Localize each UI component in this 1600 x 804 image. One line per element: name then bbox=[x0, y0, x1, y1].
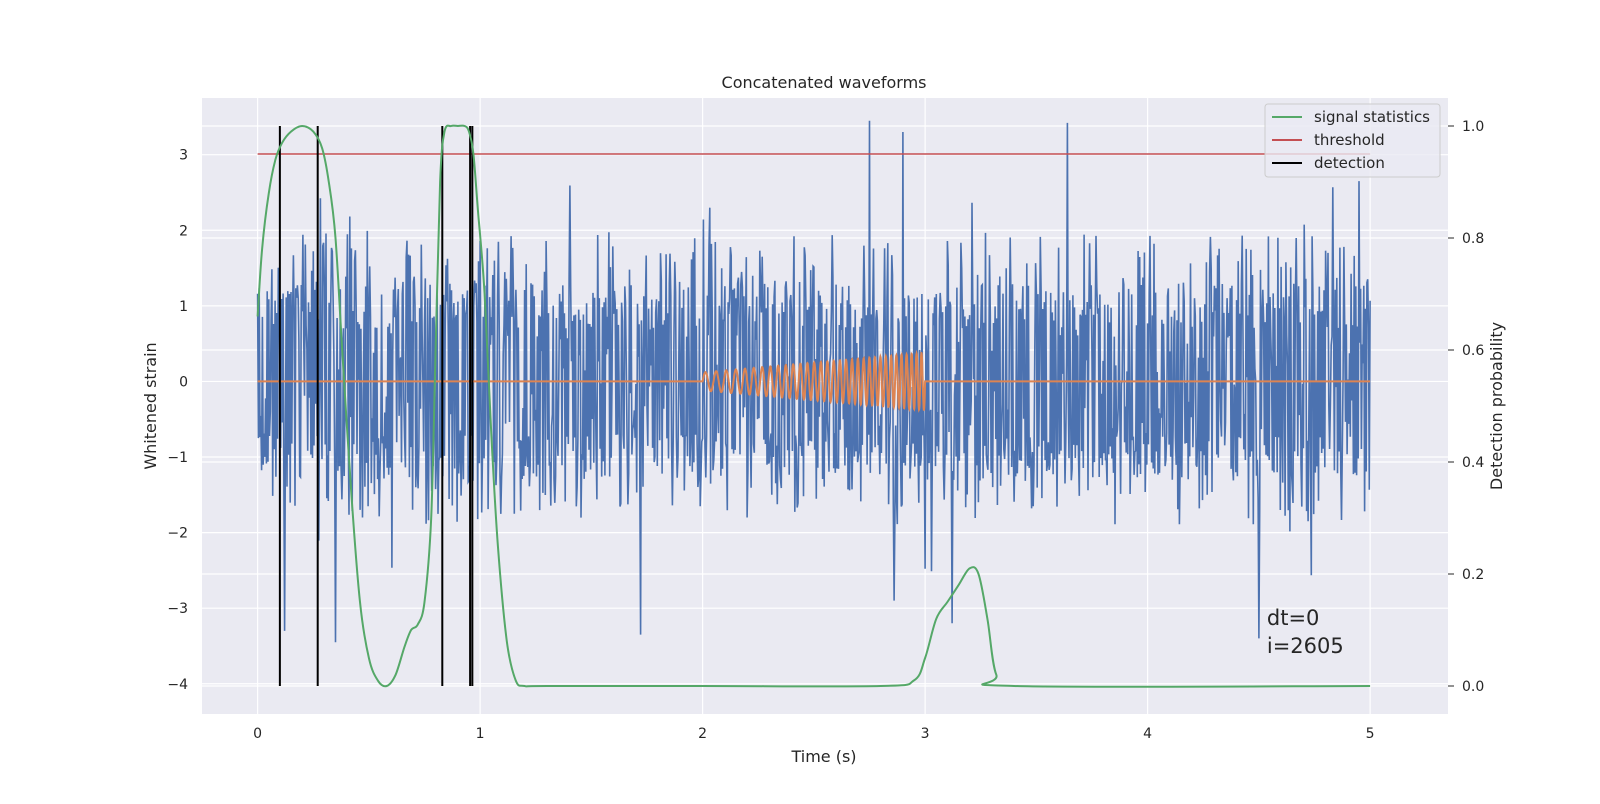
y2-axis-label: Detection probability bbox=[1487, 322, 1506, 490]
x-tick-label: 4 bbox=[1143, 726, 1152, 742]
x-tick-label: 3 bbox=[921, 726, 930, 742]
y-axis-label: Whitened strain bbox=[141, 342, 160, 469]
series-layer bbox=[256, 120, 1371, 688]
y-tick-label: 0 bbox=[179, 374, 188, 390]
x-tick-label: 5 bbox=[1366, 726, 1375, 742]
y2-tick-label: 0.8 bbox=[1462, 231, 1484, 247]
legend-label-signal-statistics: signal statistics bbox=[1314, 108, 1430, 126]
annotation-dt: dt=0 bbox=[1267, 606, 1320, 630]
y-tick-label: −1 bbox=[167, 450, 188, 466]
y-tick-label: 2 bbox=[179, 223, 188, 239]
x-axis-label: Time (s) bbox=[790, 747, 856, 766]
legend: signal statistics threshold detection bbox=[1264, 103, 1441, 178]
chart-title: Concatenated waveforms bbox=[722, 73, 927, 92]
y2-tick-label: 0.6 bbox=[1462, 343, 1484, 359]
x-tick-label: 2 bbox=[698, 726, 707, 742]
tick-labels: 0 1 2 3 4 5 −4 −3 −2 −1 0 1 2 3 0.0 0.2 0.4 0.6 0.8 1.0 bbox=[167, 119, 1484, 742]
y-tick-label: 1 bbox=[179, 299, 188, 315]
legend-label-detection: detection bbox=[1314, 154, 1385, 172]
annotation: dt=0 i=2605 bbox=[1267, 606, 1344, 658]
signal-statistics-line bbox=[256, 124, 1371, 688]
annotation-index: i=2605 bbox=[1267, 634, 1344, 658]
legend-frame bbox=[1264, 103, 1441, 178]
y-tick-label: −3 bbox=[167, 601, 188, 617]
series-chirp-line bbox=[257, 349, 1371, 413]
x-tick-label: 0 bbox=[253, 726, 262, 742]
y2-tick-label: 0.2 bbox=[1462, 567, 1484, 583]
legend-label-threshold: threshold bbox=[1314, 131, 1385, 149]
y-tick-label: −4 bbox=[167, 677, 188, 693]
y-tick-label: −2 bbox=[167, 526, 188, 542]
x-tick-label: 1 bbox=[476, 726, 485, 742]
y2-tick-label: 0.0 bbox=[1462, 679, 1484, 695]
y-tick-label: 3 bbox=[179, 148, 188, 164]
y2-tick-label: 0.4 bbox=[1462, 455, 1484, 471]
y2-tick-label: 1.0 bbox=[1462, 119, 1484, 135]
